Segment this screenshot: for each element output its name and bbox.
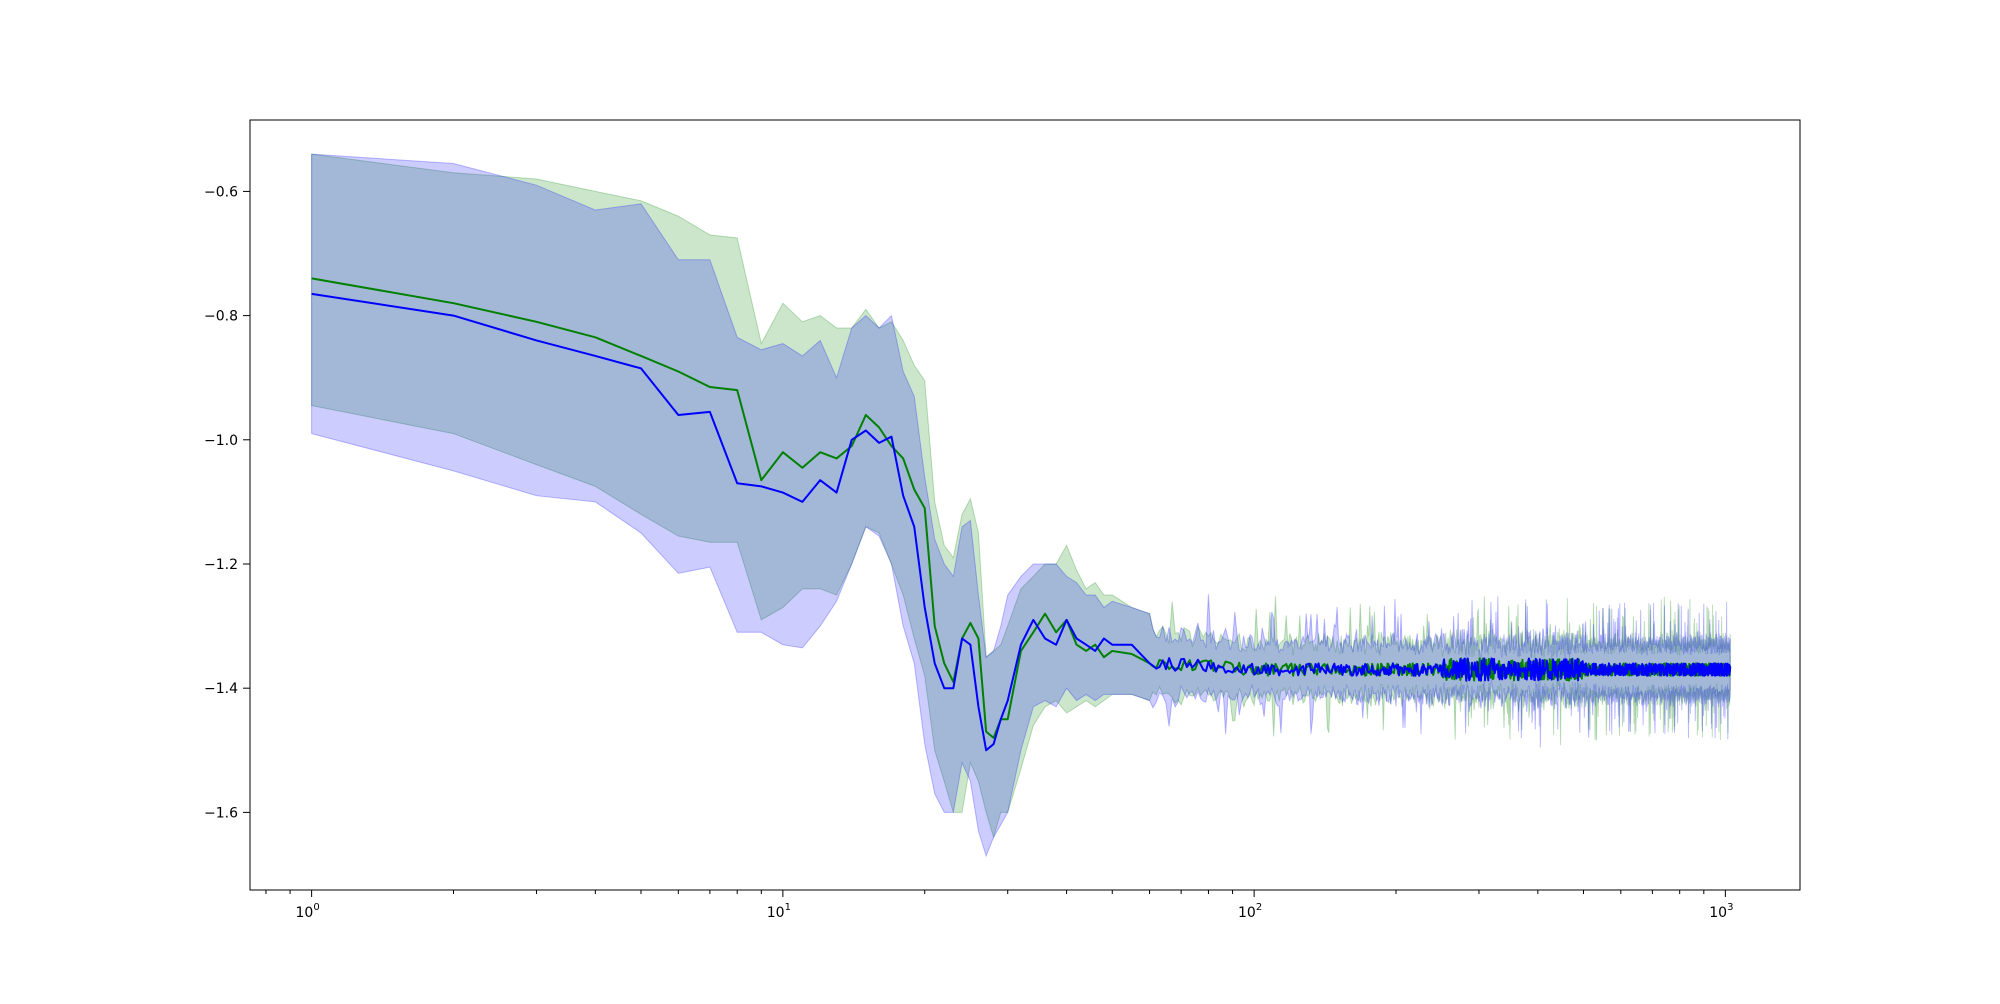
x-tick-label: 103	[1709, 902, 1733, 921]
x-tick-label: 102	[1238, 902, 1262, 921]
plot-frame	[249, 119, 1801, 891]
x-axis: 100 101 102 103	[265, 890, 1733, 921]
y-tick-label: −0.6	[204, 184, 238, 200]
y-axis: −0.6 −0.8 −1.0 −1.2 −1.4 −1.6	[204, 184, 250, 821]
x-tick-label: 101	[767, 902, 791, 921]
series-2-line	[311, 292, 1732, 752]
y-tick-label: −1.6	[204, 805, 238, 821]
y-tick-label: −0.8	[204, 309, 238, 325]
series-1-band	[311, 153, 1731, 839]
y-tick-label: −1.2	[204, 557, 238, 573]
confidence-bands	[311, 153, 1731, 858]
y-tick-label: −1.0	[204, 433, 238, 449]
series-2-band	[311, 153, 1731, 858]
y-tick-label: −1.4	[204, 681, 238, 697]
series-lines	[311, 277, 1732, 752]
x-tick-label: 100	[296, 902, 320, 921]
